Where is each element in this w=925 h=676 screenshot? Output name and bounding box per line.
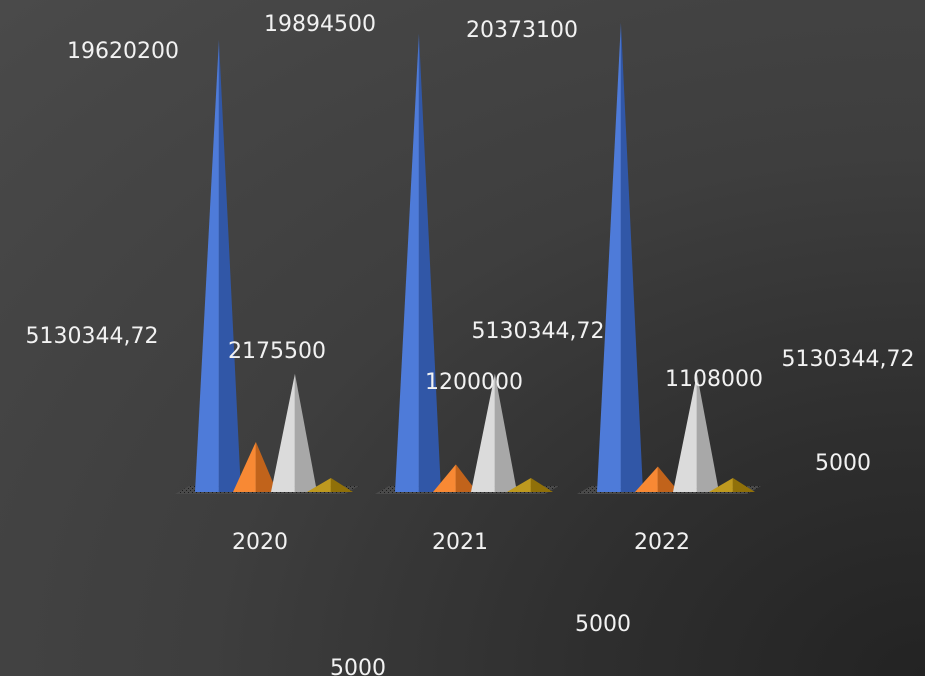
pyramid-series-3-2022 — [673, 373, 719, 492]
pyramid-series-4-2020 — [307, 478, 353, 492]
data-label-series-4-2020: 5000 — [330, 656, 386, 676]
category-label-2021: 2021 — [432, 530, 488, 555]
category-label-2022: 2022 — [634, 530, 690, 555]
data-label-group: 19620200 19894500 20373100 2175500 1200000 11… — [26, 12, 915, 676]
data-label-series-3-2022: 5130344,72 — [782, 347, 915, 372]
data-label-series-2-2020: 2175500 — [228, 339, 326, 364]
pyramid-series-3-2021 — [471, 373, 517, 492]
data-label-series-2-2022: 1108000 — [665, 367, 763, 392]
category-label-2020: 2020 — [232, 530, 288, 555]
pyramid-series-2-2020 — [233, 441, 277, 492]
data-label-series-3-2021: 5130344,72 — [472, 319, 605, 344]
data-label-series-1-2020: 19620200 — [67, 39, 179, 64]
pyramid-series-1-2021 — [395, 33, 441, 493]
pyramid-series-4-2022 — [709, 478, 755, 492]
data-label-series-1-2021: 19894500 — [264, 12, 376, 37]
data-label-series-4-2022: 5000 — [815, 451, 871, 476]
data-label-series-4-2021: 5000 — [575, 612, 631, 637]
data-label-series-3-2020: 5130344,72 — [26, 324, 159, 349]
category-axis-labels: 2020 2021 2022 — [232, 530, 690, 555]
pyramid-group — [195, 22, 755, 493]
data-label-series-2-2021: 1200000 — [425, 370, 523, 395]
data-label-series-1-2022: 20373100 — [466, 18, 578, 43]
pyramid-series-3-2020 — [271, 373, 317, 492]
pyramid-series-1-2020 — [195, 39, 241, 492]
pyramid-series-1-2022 — [597, 22, 643, 493]
pyramid-series-4-2021 — [507, 478, 553, 492]
pyramid-series-2-2022 — [635, 466, 679, 492]
pyramid-series-2-2021 — [433, 464, 477, 492]
